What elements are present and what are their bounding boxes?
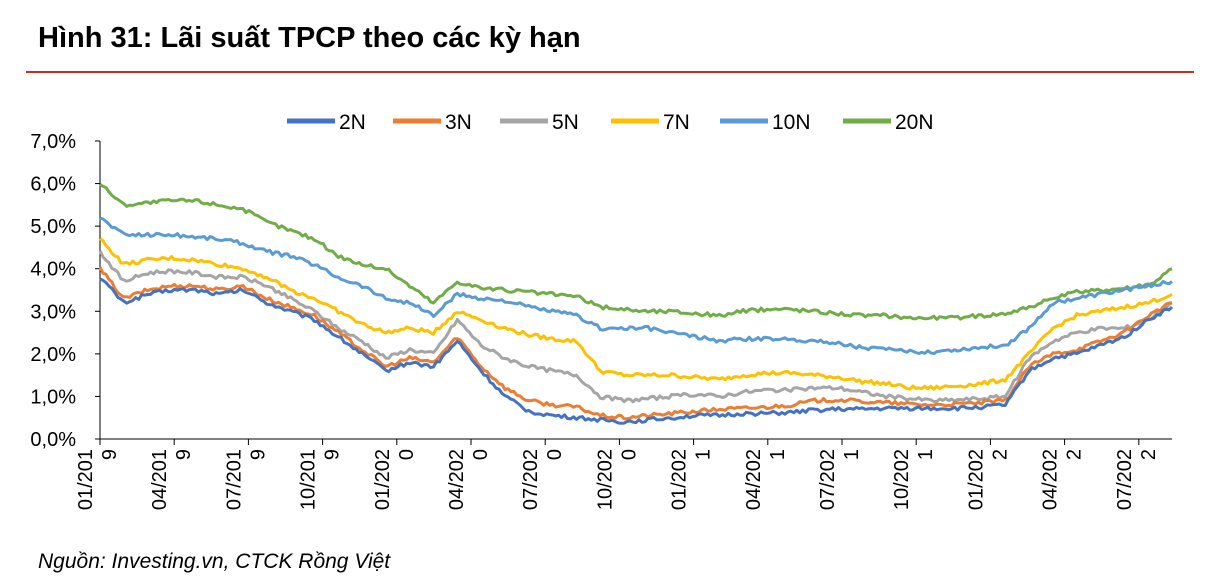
title-divider bbox=[26, 71, 1194, 73]
legend-label-7N: 7N bbox=[663, 111, 690, 134]
x-tick-label-line2: 2 bbox=[1064, 449, 1086, 460]
x-tick-label-line1: 07/202 bbox=[520, 449, 542, 510]
x-tick-label-line1: 07/201 bbox=[223, 449, 245, 510]
x-tick-label-line2: 9 bbox=[322, 449, 344, 460]
x-tick-label-line1: 01/201 bbox=[75, 449, 97, 510]
y-tick-label: 5,0% bbox=[30, 216, 76, 238]
x-tick-label-line1: 04/202 bbox=[743, 449, 765, 510]
x-tick-label-line1: 07/202 bbox=[1114, 449, 1136, 510]
x-tick-label-line2: 0 bbox=[618, 449, 640, 460]
legend-label-5N: 5N bbox=[552, 111, 579, 134]
series-line-3N bbox=[98, 266, 1173, 421]
legend-label-3N: 3N bbox=[445, 111, 472, 134]
y-tick-label: 1,0% bbox=[30, 386, 76, 408]
x-tick-label: 04/202 0 bbox=[446, 449, 492, 510]
x-tick-label-line1: 04/202 bbox=[1040, 449, 1062, 510]
x-axis: 01/201 9 04/201 9 07/201 9 10/201 9 01/202 0 04/20… bbox=[75, 438, 1172, 510]
series-line-5N bbox=[98, 250, 1173, 404]
legend-label-10N: 10N bbox=[772, 111, 811, 134]
x-tick-label-line2: 9 bbox=[99, 449, 121, 460]
x-tick-label-line1: 10/202 bbox=[594, 449, 616, 510]
x-tick-label: 01/202 2 bbox=[965, 449, 1011, 510]
x-tick-label-line2: 9 bbox=[173, 449, 195, 460]
x-tick-label: 10/201 9 bbox=[298, 449, 344, 510]
x-tick-label-line2: 1 bbox=[693, 449, 715, 460]
x-tick-label-line1: 01/202 bbox=[965, 449, 987, 510]
x-tick-label-line2: 2 bbox=[989, 449, 1011, 460]
y-tick-label: 6,0% bbox=[30, 174, 76, 196]
x-tick-label-line2: 0 bbox=[470, 449, 492, 460]
x-tick-label-line1: 01/202 bbox=[372, 449, 394, 510]
x-tick-label-line2: 1 bbox=[767, 449, 789, 460]
x-tick-label-line2: 0 bbox=[544, 449, 566, 460]
x-tick-label-line1: 04/202 bbox=[446, 449, 468, 510]
x-tick-label: 01/202 1 bbox=[669, 449, 715, 510]
x-tick-label: 01/202 0 bbox=[372, 449, 418, 510]
x-tick-label: 04/202 2 bbox=[1040, 449, 1086, 510]
x-tick-label-line2: 9 bbox=[247, 449, 269, 460]
x-tick-label: 07/202 1 bbox=[817, 449, 863, 510]
x-tick-label-line2: 1 bbox=[841, 449, 863, 460]
x-tick-label: 10/202 0 bbox=[594, 449, 640, 510]
y-axis: 0,0% 1,0% 2,0% 3,0% 4,0% 5,0% 6,0% 7,0% bbox=[30, 131, 101, 451]
x-tick-label: 04/202 1 bbox=[743, 449, 789, 510]
x-tick-label-line2: 1 bbox=[915, 449, 937, 460]
x-tick-label-line1: 10/202 bbox=[891, 449, 913, 510]
x-tick-label-line2: 0 bbox=[396, 449, 418, 460]
series-line-2N bbox=[99, 277, 1174, 425]
series-line-10N bbox=[99, 216, 1173, 356]
legend-label-2N: 2N bbox=[339, 111, 366, 134]
x-tick-label: 07/202 0 bbox=[520, 449, 566, 510]
x-tick-label-line1: 04/201 bbox=[149, 449, 171, 510]
x-tick-label-line1: 07/202 bbox=[817, 449, 839, 510]
x-tick-label: 04/201 9 bbox=[149, 449, 195, 510]
x-tick-label-line2: 2 bbox=[1138, 449, 1160, 460]
x-tick-label: 07/202 2 bbox=[1114, 449, 1160, 510]
y-tick-label: 3,0% bbox=[30, 301, 76, 323]
figure-title: Hình 31: Lãi suất TPCP theo các kỳ hạn bbox=[38, 22, 581, 54]
x-tick-label: 01/201 9 bbox=[75, 449, 121, 510]
series-line-20N bbox=[99, 183, 1173, 321]
x-tick-label: 07/201 9 bbox=[223, 449, 269, 510]
x-tick-label-line1: 10/201 bbox=[298, 449, 320, 510]
y-tick-label: 7,0% bbox=[30, 131, 76, 153]
x-tick-label-line1: 01/202 bbox=[669, 449, 691, 510]
y-tick-label: 0,0% bbox=[30, 429, 76, 451]
legend-label-20N: 20N bbox=[895, 111, 934, 134]
x-tick-label: 10/202 1 bbox=[891, 449, 937, 510]
series-layer bbox=[98, 183, 1174, 425]
source-note: Nguồn: Investing.vn, CTCK Rồng Việt bbox=[38, 550, 391, 573]
legend: 2N 3N 5N 7N 10N 20N bbox=[287, 111, 934, 134]
y-tick-label: 2,0% bbox=[30, 344, 76, 366]
y-tick-label: 4,0% bbox=[30, 259, 76, 281]
series-line-7N bbox=[99, 237, 1173, 391]
